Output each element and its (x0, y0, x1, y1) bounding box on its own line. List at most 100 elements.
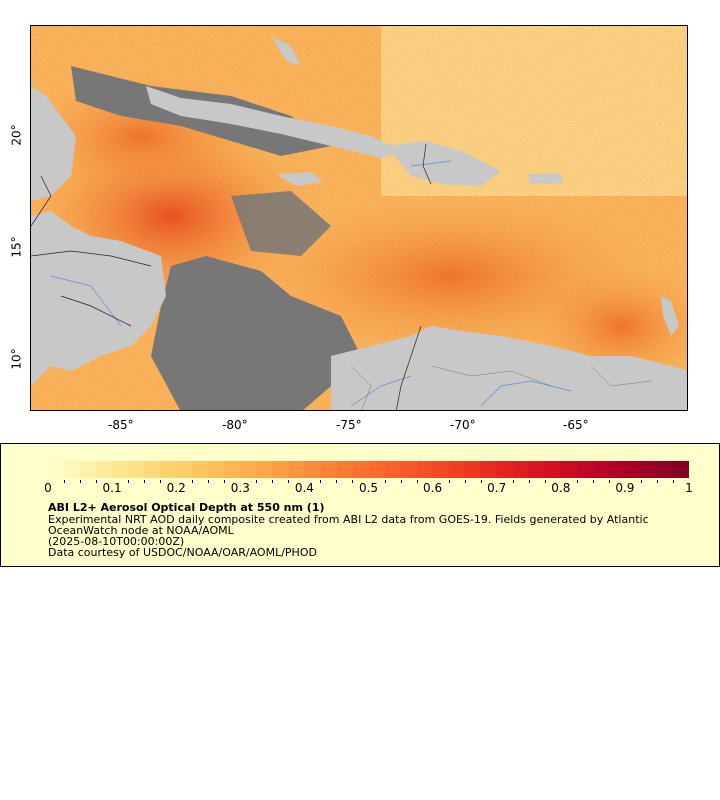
colorbar-minor-tick (80, 480, 82, 483)
colorbar-tick-label: 0.2 (166, 481, 186, 495)
colorbar-step (512, 461, 530, 478)
colorbar-svg (48, 461, 690, 478)
missing-data-patch (231, 191, 331, 256)
colorbar-step (304, 461, 321, 478)
land-central-america (31, 211, 166, 386)
lat-tick-label: 20° (9, 124, 24, 146)
colorbar-minor-tick (64, 480, 66, 483)
colorbar-step (336, 461, 353, 478)
colorbar-minor-tick (144, 480, 146, 483)
colorbar-step (672, 461, 690, 478)
colorbar-tick-label: 0.5 (358, 481, 379, 495)
lon-tick-label: -75° (336, 418, 362, 432)
colorbar-step (320, 461, 337, 478)
colorbar-minor-tick (672, 480, 674, 483)
colorbar-step (240, 461, 257, 478)
colorbar-step (544, 461, 562, 478)
colorbar-tick-label: 0.8 (551, 481, 571, 495)
colorbar-minor-tick (384, 480, 386, 483)
colorbar-tick-label: 0.1 (102, 481, 122, 495)
colorbar-minor-tick (160, 480, 162, 483)
colorbar-step (528, 461, 546, 478)
land-hispaniola (386, 141, 501, 186)
colorbar-step (224, 461, 241, 478)
lat-tick-label: 10° (9, 348, 24, 370)
colorbar-step (592, 461, 610, 478)
colorbar-tick-label: 0 (44, 481, 52, 495)
colorbar-step (288, 461, 305, 478)
colorbar-step (416, 461, 434, 478)
colorbar-step (80, 461, 97, 478)
colorbar-step (48, 461, 65, 478)
colorbar-minor-tick (128, 480, 130, 483)
legend-description: Experimental NRT AOD daily composite cre… (48, 513, 649, 537)
colorbar-minor-tick (320, 480, 322, 483)
colorbar-tick-label: 0.9 (615, 481, 635, 495)
colorbar-tick-label: 0.7 (487, 481, 507, 495)
colorbar-minor-tick (592, 480, 594, 483)
colorbar-step (576, 461, 594, 478)
colorbar-step (624, 461, 642, 478)
colorbar-step (384, 461, 402, 478)
colorbar-step (144, 461, 161, 478)
lon-tick-label: -80° (222, 418, 248, 432)
colorbar-step (272, 461, 289, 478)
land-yucatan (31, 86, 76, 201)
colorbar-minor-tick (544, 480, 546, 483)
colorbar-minor-tick (576, 480, 578, 483)
colorbar-step (432, 461, 450, 478)
colorbar-step (96, 461, 113, 478)
colorbar-step (608, 461, 626, 478)
colorbar-step (448, 461, 466, 478)
colorbar-minor-tick (416, 480, 418, 483)
colorbar-minor-tick (512, 480, 514, 483)
colorbar-step (352, 461, 369, 478)
colorbar-step (128, 461, 145, 478)
colorbar-step (208, 461, 225, 478)
colorbar-step (656, 461, 674, 478)
aod-map-raster (31, 26, 687, 410)
state-borders (350, 365, 652, 410)
colorbar-step (160, 461, 177, 478)
colorbar-step (192, 461, 209, 478)
colorbar-minor-tick (480, 480, 482, 483)
land-south-america (331, 326, 687, 410)
land-puerto-rico (526, 173, 563, 184)
land-lesser-antilles (661, 296, 679, 336)
colorbar-minor-tick (400, 480, 402, 483)
colorbar-step (560, 461, 578, 478)
colorbar-step (176, 461, 193, 478)
colorbar-minor-tick (608, 480, 610, 483)
colorbar-step (112, 461, 129, 478)
legend-credit: Data courtesy of USDOC/NOAA/OAR/AOML/PHO… (48, 546, 317, 559)
colorbar-minor-tick (640, 480, 642, 483)
colorbar-minor-tick (656, 480, 658, 483)
country-borders (31, 143, 432, 410)
colorbar-minor-tick (208, 480, 210, 483)
colorbar-step (640, 461, 658, 478)
land-cuba (146, 86, 401, 158)
lat-tick-label: 15° (9, 236, 24, 258)
lon-tick-label: -70° (450, 418, 476, 432)
colorbar-step (464, 461, 482, 478)
colorbar-minor-tick (336, 480, 338, 483)
colorbar (48, 461, 690, 478)
colorbar-minor-tick (272, 480, 274, 483)
colorbar-step (64, 461, 81, 478)
colorbar-step (368, 461, 386, 478)
legend-title: ABI L2+ Aerosol Optical Depth at 550 nm … (48, 501, 325, 514)
colorbar-minor-tick (288, 480, 290, 483)
colorbar-minor-tick (448, 480, 450, 483)
colorbar-minor-tick (224, 480, 226, 483)
lon-tick-label: -85° (108, 418, 134, 432)
colorbar-minor-tick (528, 480, 530, 483)
colorbar-step (400, 461, 418, 478)
colorbar-minor-tick (96, 480, 98, 483)
colorbar-step (496, 461, 514, 478)
colorbar-step (256, 461, 273, 478)
colorbar-minor-tick (464, 480, 466, 483)
colorbar-step (480, 461, 498, 478)
land-jamaica (276, 172, 323, 186)
colorbar-tick-label: 0.3 (230, 481, 250, 495)
colorbar-minor-tick (352, 480, 354, 483)
